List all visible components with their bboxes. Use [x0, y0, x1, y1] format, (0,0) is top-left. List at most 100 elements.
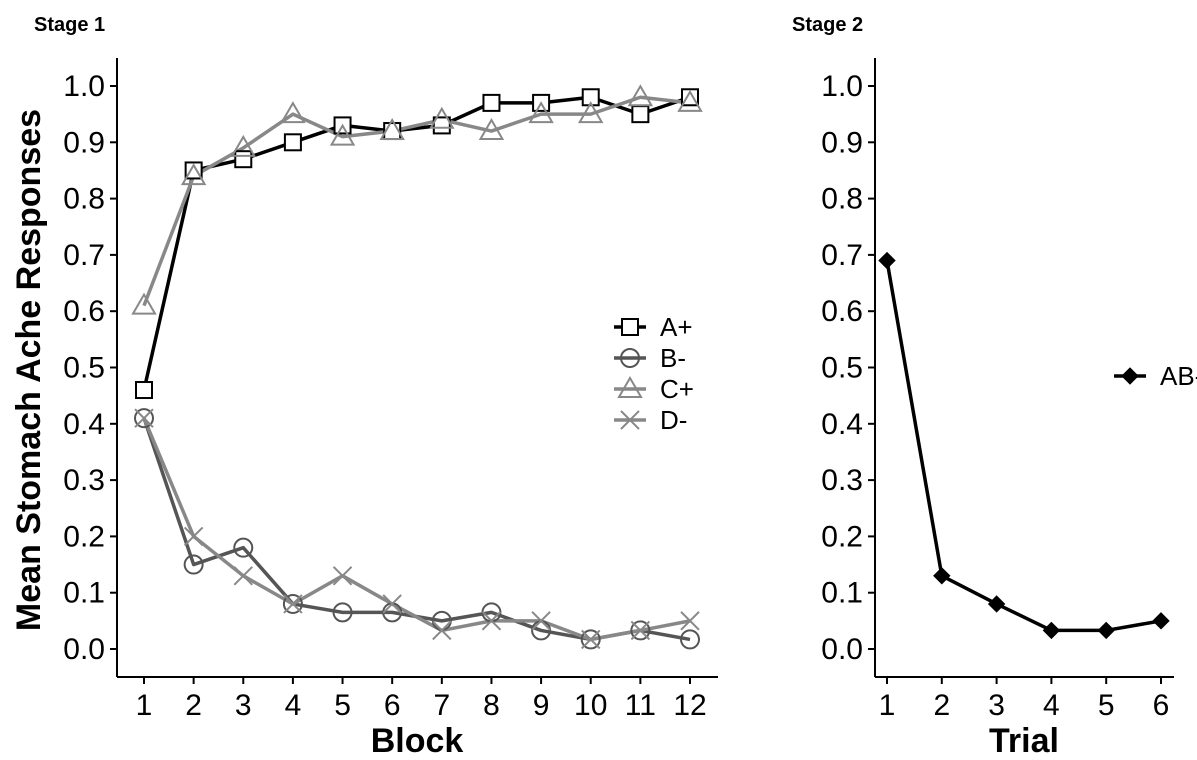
x-tick-label: 4: [285, 689, 302, 722]
y-tick-label: 0.6: [821, 295, 863, 328]
y-tick-label: 0.6: [63, 295, 105, 328]
point-D--10: [581, 629, 601, 650]
y-tick-label: 0.1: [821, 577, 863, 610]
legend-marker-AB-: [1121, 367, 1139, 385]
point-C+-5: [329, 123, 356, 146]
point-A+-3: [234, 150, 253, 169]
point-C+-11: [627, 84, 654, 107]
legend-marker-D-: [620, 410, 640, 430]
y-tick-label: 0.3: [821, 464, 863, 497]
x-tick-label: 3: [988, 689, 1005, 722]
x-tick-label: 1: [879, 689, 896, 722]
y-tick-label: 0.1: [63, 577, 105, 610]
x-tick-label: 10: [574, 689, 607, 722]
y-tick-label: 0.5: [63, 352, 105, 385]
y-tick-label: 0.8: [821, 183, 863, 216]
x-tick-label: 5: [1098, 689, 1115, 722]
y-tick-label: 0.9: [63, 126, 105, 159]
y-axis-title: Mean Stomach Ache Responses: [10, 109, 48, 631]
panel-stage-2: 0.0 0.1 0.2 0.3 0.4 0.5 0.6 0.7 0.8 0.9 1.0 1 2 3 4 5 6 A…: [821, 58, 1197, 722]
y-tick-label: 0.7: [821, 239, 863, 272]
point-C+-4: [280, 101, 306, 124]
point-A+-4: [283, 133, 302, 152]
point-A+-2: [184, 161, 203, 180]
point-D--12: [680, 611, 700, 631]
point-B--2: [183, 554, 204, 575]
x-tick-label: 4: [1043, 689, 1060, 722]
y-tick-label: 0.2: [63, 520, 105, 553]
point-A+-7: [432, 116, 451, 135]
x-tick-label: 11: [625, 689, 656, 722]
series-line-B-: [142, 417, 691, 642]
y-tick-label: 0.7: [63, 239, 105, 272]
x-tick-label: 9: [533, 689, 550, 722]
x-tick-label: 6: [1153, 689, 1170, 722]
x-tick-label: 7: [433, 689, 450, 722]
point-D--4: [283, 594, 303, 614]
point-C+-9: [528, 101, 554, 124]
point-C+-3: [230, 134, 257, 157]
point-A+-12: [681, 88, 699, 107]
x-tick-label: 2: [185, 689, 202, 722]
legend-label-B-: B-: [660, 343, 686, 373]
legend-label-C+: C+: [660, 374, 694, 404]
x-axis-title-block: Block: [371, 722, 464, 760]
point-C+-6: [379, 118, 405, 141]
point-C+-2: [180, 163, 207, 186]
series-line-AB-: [885, 260, 1162, 633]
point-D--2: [183, 526, 204, 547]
x-tick-label: 6: [384, 689, 401, 722]
legend-marker-B-: [620, 348, 640, 368]
point-D--3: [233, 566, 253, 586]
y-tick-label: 0.9: [821, 126, 863, 159]
point-AB--1: [878, 251, 896, 270]
x-tick-label: 3: [235, 689, 252, 722]
point-D--8: [481, 611, 502, 631]
point-C+-7: [429, 106, 455, 129]
point-D--9: [531, 611, 551, 631]
x-tick-label: 8: [483, 689, 500, 722]
y-tick-label: 0.8: [63, 183, 105, 216]
legend-marker-C+: [617, 376, 643, 398]
y-tick-label: 0.5: [821, 352, 863, 385]
point-D--1: [134, 408, 154, 428]
legend-marker-A+: [621, 318, 639, 336]
x-tick-label: 1: [136, 689, 153, 722]
point-B--1: [134, 408, 154, 429]
series-line-A+: [142, 95, 691, 391]
point-B--12: [680, 629, 700, 650]
y-tick-label: 0.3: [63, 464, 105, 497]
legend-label-A+: A+: [660, 312, 693, 342]
point-B--10: [580, 629, 601, 650]
point-D--5: [332, 566, 353, 586]
point-B--5: [332, 602, 353, 623]
x-axis-title-trial: Trial: [989, 722, 1059, 760]
point-D--7: [432, 620, 452, 641]
point-C+-1: [131, 292, 157, 315]
point-D--6: [382, 594, 402, 614]
y-tick-label: 0.2: [821, 520, 863, 553]
point-D--11: [630, 620, 651, 641]
panel-title-stage-2: Stage 2: [792, 14, 863, 36]
point-C+-12: [677, 89, 703, 112]
x-tick-label: 2: [933, 689, 950, 722]
point-C+-8: [478, 118, 505, 141]
point-AB--5: [1097, 621, 1115, 640]
panel-title-stage-1: Stage 1: [34, 14, 105, 36]
y-tick-label: 1.0: [821, 70, 863, 103]
point-AB--6: [1152, 612, 1170, 630]
point-A+-10: [581, 88, 600, 107]
point-A+-11: [631, 105, 650, 124]
point-A+-1: [135, 381, 153, 400]
x-tick-label: 12: [673, 689, 706, 722]
legend-label-D-: D-: [660, 405, 687, 435]
point-AB--2: [933, 567, 951, 585]
point-C+-10: [577, 101, 604, 124]
series-line-D-: [142, 417, 691, 642]
y-tick-label: 0.4: [821, 408, 863, 441]
point-AB--4: [1042, 621, 1061, 640]
point-B--4: [282, 593, 303, 614]
y-tick-label: 1.0: [63, 70, 105, 103]
